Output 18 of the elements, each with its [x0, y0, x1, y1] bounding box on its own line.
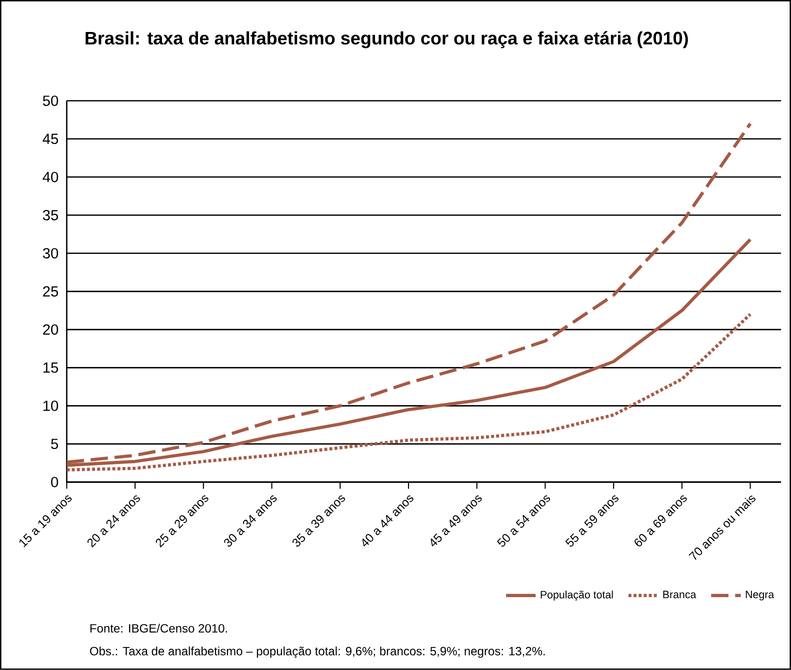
y-tick-label: 15	[43, 362, 58, 373]
legend-label: Branca	[663, 590, 696, 598]
y-tick-label: 25	[43, 286, 58, 297]
y-tick-label: 45	[42, 134, 58, 144]
y-tick-label: 10	[43, 400, 58, 412]
y-tick-label: 40	[42, 172, 58, 182]
y-tick-label: 50	[42, 96, 58, 106]
legend-label: População total	[540, 590, 613, 601]
line-series	[66, 122, 752, 464]
y-tick-label: 5	[51, 438, 58, 450]
y-tick-label: 20	[43, 324, 58, 335]
y-tick-label: 0	[51, 476, 58, 488]
source-note: Fonte: IBGE/Censo 2010.	[90, 624, 227, 633]
chart-title: Brasil: taxa de analfabetismo segundo cor ou raça e faixa etária (2010)	[86, 31, 688, 48]
y-tick-label: 30	[42, 248, 58, 259]
text: Obs.: Taxa de analfabetismo – população total: 9,6%; brancos: 5,9%; negros: 13,2%.	[90, 646, 545, 658]
y-tick-label: 35	[42, 210, 58, 220]
legend-label: Negra	[746, 590, 774, 600]
